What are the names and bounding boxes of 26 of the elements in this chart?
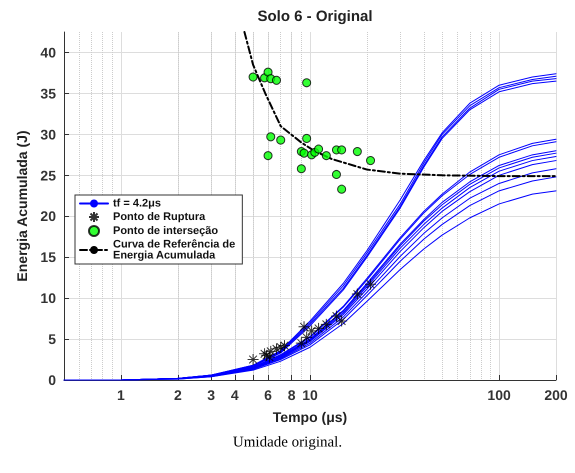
x-tick-label: 4 — [230, 387, 239, 403]
x-tick-label: 6 — [264, 387, 272, 403]
y-tick-label: 25 — [40, 167, 56, 184]
legend-label: Ponto de Ruptura — [113, 211, 206, 223]
x-axis-title: Tempo (μs) — [272, 409, 348, 425]
x-tick-label: 1 — [117, 387, 126, 403]
legend-label: tf = 4.2μs — [113, 198, 162, 210]
y-tick-label: 20 — [40, 208, 56, 224]
y-tick-label: 5 — [48, 331, 56, 348]
x-tick-label: 100 — [487, 387, 511, 403]
chart-title: Solo 6 - Original — [257, 8, 373, 25]
x-tick-label: 3 — [207, 387, 216, 403]
y-tick-label: 0 — [48, 372, 56, 388]
y-tick-label: 30 — [40, 126, 56, 142]
y-axis-title: Energia Acumulada (J) — [14, 130, 30, 282]
x-tick-label: 8 — [288, 387, 296, 403]
text: Umidade original. — [232, 434, 342, 450]
y-tick-label: 40 — [40, 44, 56, 60]
x-tick-label: 200 — [544, 387, 568, 403]
x-tick-label: 10 — [302, 387, 318, 403]
x-tick-label: 2 — [174, 387, 182, 403]
legend-label: Ponto de interseção — [113, 225, 218, 237]
y-tick-label: 15 — [40, 249, 56, 266]
y-tick-label: 35 — [40, 85, 56, 102]
y-tick-label: 10 — [40, 290, 56, 306]
legend-label: Curva de Referência de Energia Acumulada — [113, 238, 238, 262]
